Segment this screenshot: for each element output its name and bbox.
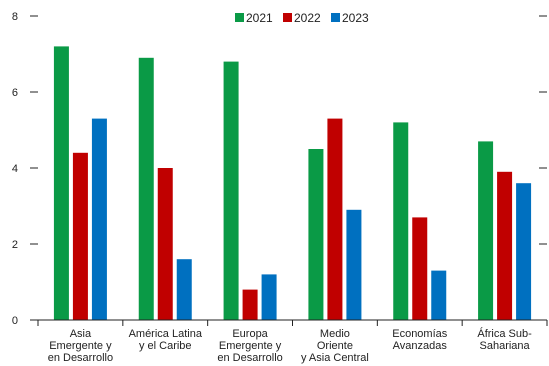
legend-label: 2021 [246,11,273,25]
y-tick-label: 0 [12,315,18,327]
bar-2021 [478,141,494,320]
x-category-label: Avanzadas [393,340,448,352]
bars-group [53,46,532,321]
bar-2023 [176,259,192,320]
bar-2023 [431,270,447,320]
x-category-label: en Desarrollo [48,352,113,364]
bar-2023 [91,118,107,320]
legend-swatch-2021 [235,13,244,22]
x-category-label: América Latina [129,328,203,340]
bar-2021 [393,122,409,321]
y-axis-right [539,15,547,321]
bar-2023 [346,209,362,320]
y-tick-label: 4 [12,163,18,175]
x-category-label: Economías [392,328,448,340]
x-category-label: y Asia Central [301,352,369,364]
legend-label: 2022 [294,11,321,25]
legend-swatch-2022 [283,13,292,22]
bar-2021 [308,149,324,320]
legend-label: 2023 [342,11,369,25]
bar-2022 [412,217,428,320]
x-category-label: Oriente [317,340,353,352]
bar-2022 [327,118,343,320]
x-category-label: Emergente y [49,340,112,352]
bar-2022 [497,171,513,320]
bar-2021 [53,46,69,321]
x-category-label: Sahariana [480,340,531,352]
bar-2021 [223,61,239,320]
x-category-label: África Sub- [477,327,532,340]
x-category-label: Asia [70,328,92,340]
x-category-label: en Desarrollo [217,352,282,364]
x-category-label: Europa [232,328,268,340]
y-tick-label: 8 [12,11,18,23]
bar-2022 [157,168,173,320]
x-category-label: Emergente y [219,340,282,352]
x-category-label: Medio [320,328,350,340]
bar-2023 [516,183,532,320]
y-tick-label: 6 [12,87,18,99]
x-category-label: y el Caribe [139,340,192,352]
legend: 2021 2022 2023 [235,11,369,25]
bar-2022 [242,289,258,320]
bar-2022 [72,152,88,320]
y-tick-label: 2 [12,239,18,251]
legend-swatch-2023 [331,13,340,22]
bar-2023 [261,274,277,320]
y-axis-left: 0 2 4 6 8 [12,11,38,327]
bar-2021 [138,57,154,321]
